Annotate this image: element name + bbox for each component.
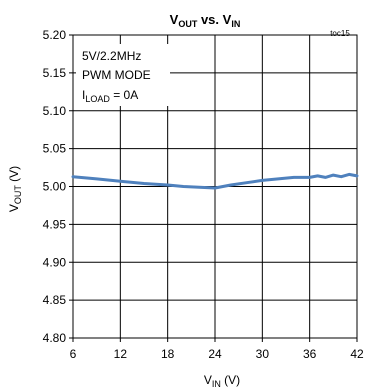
chart-title: VOUT vs. VIN <box>170 12 241 29</box>
tick-labels: 6 12 18 24 30 36 42 5.20 5.15 5.10 5.05 5.00 4.95 4.9… <box>43 28 364 361</box>
y-tick-label: 5.00 <box>43 180 67 194</box>
annotation-line-3: ILOAD = 0A <box>82 88 138 104</box>
y-axis-label: VOUT (V) <box>7 166 23 212</box>
x-tick-label: 30 <box>256 347 270 361</box>
x-tick-label: 36 <box>303 347 317 361</box>
x-tick-label: 12 <box>114 347 128 361</box>
y-tick-label: 5.15 <box>43 66 67 80</box>
x-tick-label: 24 <box>208 347 222 361</box>
x-axis-label: VIN (V) <box>204 373 240 389</box>
series-line <box>71 172 359 190</box>
series-group <box>71 172 359 190</box>
y-tick-label: 5.20 <box>43 28 67 42</box>
annotation-background <box>76 44 170 106</box>
y-tick-label: 5.10 <box>43 104 67 118</box>
grid <box>69 34 358 342</box>
x-tick-label: 6 <box>70 347 77 361</box>
annotation-line-1: 5V/2.2MHz <box>82 49 141 63</box>
y-tick-label: 4.95 <box>43 217 67 231</box>
figure-id: toc15 <box>330 29 350 38</box>
y-tick-label: 4.85 <box>43 293 67 307</box>
x-tick-label: 42 <box>350 347 364 361</box>
annotation: 5V/2.2MHz PWM MODE ILOAD = 0A <box>82 49 151 104</box>
y-tick-label: 4.80 <box>43 331 67 345</box>
annotation-line-2: PWM MODE <box>82 68 151 82</box>
x-tick-label: 18 <box>161 347 175 361</box>
plot-frame <box>72 34 358 339</box>
y-tick-label: 4.90 <box>43 255 67 269</box>
y-tick-label: 5.05 <box>43 142 67 156</box>
